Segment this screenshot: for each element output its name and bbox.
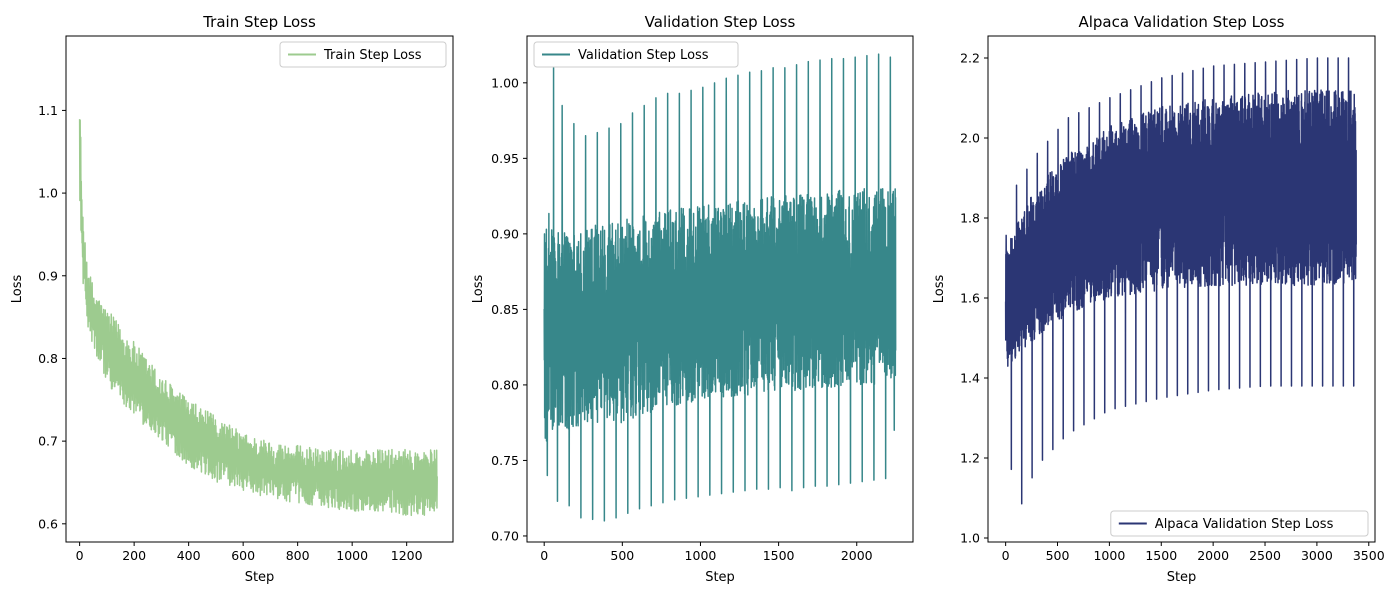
y-tick-label: 1.8 [960,211,980,226]
y-tick-label: 1.1 [38,103,58,118]
y-tick-label: 0.70 [491,528,519,543]
chart-title: Alpaca Validation Step Loss [1078,13,1284,31]
y-tick-label: 0.95 [491,151,519,166]
legend-label: Alpaca Validation Step Loss [1155,517,1334,532]
legend: Alpaca Validation Step Loss [1110,510,1369,537]
chart-panel-3: 0 500 1000 1500 2000 2500 3000 3500 1.0 1.2 1.4 1.6… [932,13,1385,585]
x-axis-label: Step [245,570,275,585]
x-tick-label: 3500 [1353,548,1385,563]
chart-panel-2: 0 500 1000 1500 2000 0.70 0.75 0.80 0.85 0.90 0.95… [471,13,914,585]
legend-box [279,41,447,68]
x-axis-label: Step [1167,570,1197,585]
y-axis-label: Loss [10,275,25,304]
series-line-1 [78,119,438,517]
x-tick-label: 0 [540,548,548,563]
x-tick-label: 0 [76,548,84,563]
x-tick-label: 1000 [685,548,717,563]
plot-frame [987,35,1376,543]
x-tick-label: 600 [231,548,255,563]
y-tick-label: 0.85 [491,302,519,317]
y-tick-label: 0.75 [491,453,519,468]
y-tick-label: 0.9 [38,268,58,283]
legend-label: Validation Step Loss [578,48,709,63]
y-tick-label: 1.0 [38,186,58,201]
x-tick-label: 2000 [841,548,873,563]
y-tick-label: 1.2 [960,451,980,466]
x-tick-label: 2500 [1249,548,1281,563]
legend-box [1110,510,1369,537]
x-tick-label: 200 [122,548,146,563]
y-tick-label: 1.4 [960,371,980,386]
plot-frame [526,35,914,543]
y-tick-label: 0.80 [491,377,519,392]
y-tick-label: 0.6 [38,516,58,531]
y-axis-label: Loss [932,275,947,304]
x-tick-label: 1500 [763,548,795,563]
y-tick-label: 0.90 [491,226,519,241]
x-tick-label: 400 [177,548,201,563]
legend: Validation Step Loss [533,41,739,68]
y-tick-label: 0.8 [38,351,58,366]
y-tick-label: 0.7 [38,434,58,449]
chart-panel-1: 0 200 400 600 800 1000 1200 0.6 0.7 0.8 0.9 1.0 1.1 T… [10,13,454,585]
y-tick-label: 2.0 [960,131,980,146]
x-tick-label: 500 [610,548,634,563]
series-line-1 [543,53,897,522]
x-tick-label: 1000 [1093,548,1125,563]
y-tick-label: 1.0 [960,531,980,546]
legend-box [533,41,739,68]
legend: Train Step Loss [279,41,447,68]
x-tick-label: 1200 [391,548,423,563]
x-tick-label: 1500 [1145,548,1177,563]
plot-frame [65,35,454,543]
y-tick-label: 1.6 [960,291,980,306]
y-axis-label: Loss [471,275,486,304]
x-tick-label: 800 [286,548,310,563]
x-axis-label: Step [705,570,735,585]
x-tick-label: 1000 [336,548,368,563]
chart-title: Validation Step Loss [645,13,796,31]
x-tick-label: 3000 [1301,548,1333,563]
series-line-1 [1004,57,1357,505]
x-tick-label: 2000 [1197,548,1229,563]
y-tick-label: 1.00 [491,75,519,90]
y-tick-label: 2.2 [960,51,980,66]
legend-label: Train Step Loss [323,48,422,63]
x-tick-label: 0 [1002,548,1010,563]
chart-title: Train Step Loss [202,13,316,31]
x-tick-label: 500 [1046,548,1070,563]
